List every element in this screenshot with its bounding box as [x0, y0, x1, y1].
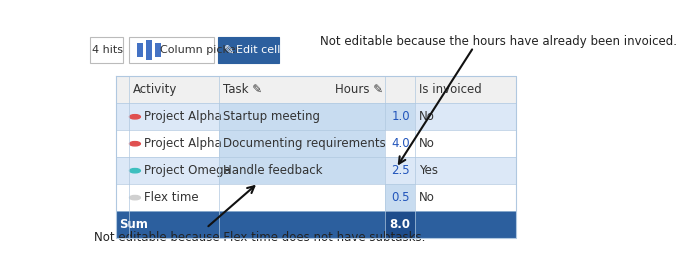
Text: Not editable because the hours have already been invoiced.: Not editable because the hours have alre… — [320, 35, 677, 48]
Bar — [219, 103, 384, 130]
Bar — [219, 157, 384, 184]
Text: Project Alpha: Project Alpha — [144, 137, 222, 150]
Bar — [384, 157, 415, 184]
Text: 4.0: 4.0 — [391, 137, 410, 150]
Circle shape — [130, 142, 141, 146]
Text: Is invoiced: Is invoiced — [419, 83, 482, 96]
Text: Task ✎: Task ✎ — [223, 83, 263, 96]
Bar — [90, 37, 123, 63]
Bar — [116, 103, 516, 130]
Text: No: No — [419, 137, 435, 150]
Text: Sum: Sum — [119, 218, 148, 231]
Text: Not editable because Flex time does not have subtasks.: Not editable because Flex time does not … — [94, 231, 425, 244]
Text: No: No — [419, 110, 435, 123]
Bar — [384, 103, 415, 130]
Text: Project Omega: Project Omega — [144, 164, 231, 177]
Circle shape — [130, 115, 141, 119]
Text: Handle feedback: Handle feedback — [223, 164, 323, 177]
Bar — [384, 184, 415, 211]
Bar — [116, 211, 516, 238]
Bar — [116, 76, 516, 103]
Bar — [219, 130, 384, 157]
Bar — [219, 184, 384, 211]
Text: Edit cells: Edit cells — [236, 45, 286, 55]
Bar — [116, 130, 516, 157]
Bar — [129, 37, 214, 63]
Text: Hours ✎: Hours ✎ — [335, 83, 383, 96]
Text: 8.0: 8.0 — [389, 218, 410, 231]
Bar — [136, 43, 143, 57]
Text: Activity: Activity — [132, 83, 177, 96]
Bar — [116, 184, 516, 211]
Text: ✎: ✎ — [224, 44, 235, 57]
Bar — [384, 130, 415, 157]
Bar — [146, 40, 152, 60]
Text: Documenting requirements: Documenting requirements — [223, 137, 386, 150]
Text: 2.5: 2.5 — [391, 164, 410, 177]
Bar — [384, 211, 415, 238]
Circle shape — [130, 196, 141, 200]
Text: Flex time: Flex time — [144, 191, 199, 204]
Text: 4 hits: 4 hits — [92, 45, 123, 55]
Bar — [155, 43, 161, 57]
Text: Yes: Yes — [419, 164, 438, 177]
Text: Startup meeting: Startup meeting — [223, 110, 320, 123]
Text: 1.0: 1.0 — [391, 110, 410, 123]
Bar — [116, 157, 516, 184]
Text: 0.5: 0.5 — [391, 191, 410, 204]
Text: No: No — [419, 191, 435, 204]
Text: Column picker: Column picker — [160, 45, 240, 55]
Circle shape — [130, 168, 141, 173]
Text: Project Alpha: Project Alpha — [144, 110, 222, 123]
Bar — [218, 37, 279, 63]
